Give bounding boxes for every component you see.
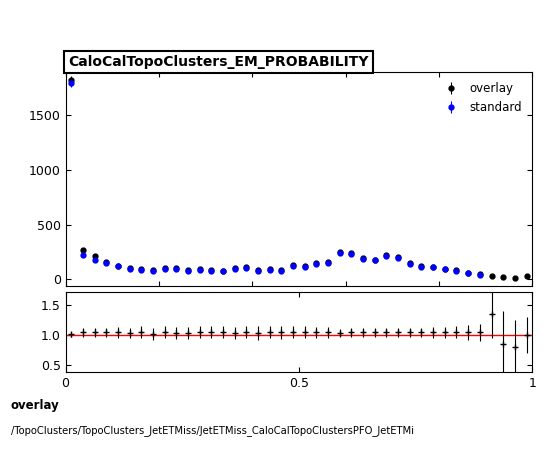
Text: overlay: overlay (11, 399, 60, 412)
Text: /TopoClusters/TopoClusters_JetETMiss/JetETMiss_CaloCalTopoClustersPFO_JetETMi: /TopoClusters/TopoClusters_JetETMiss/Jet… (11, 426, 414, 436)
Legend: overlay, standard: overlay, standard (437, 78, 526, 119)
Text: CaloCalTopoClusters_EM_PROBABILITY: CaloCalTopoClusters_EM_PROBABILITY (68, 55, 369, 69)
